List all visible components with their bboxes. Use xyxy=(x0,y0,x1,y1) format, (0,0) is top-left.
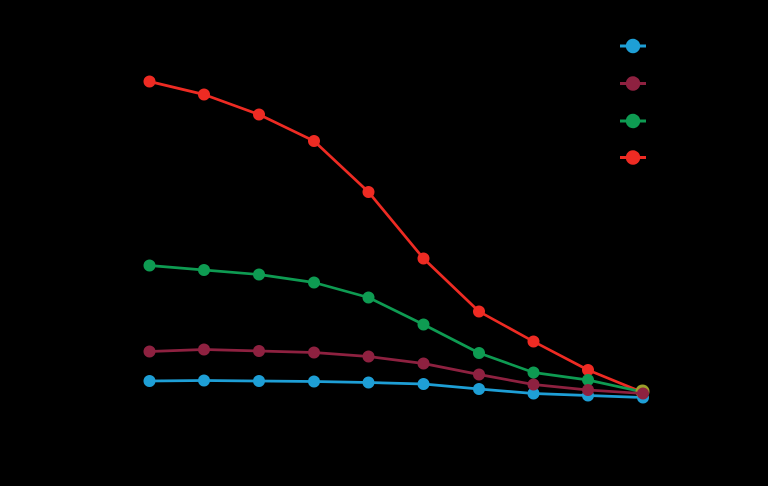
green-series-marker xyxy=(417,318,430,331)
green-series-marker xyxy=(473,347,485,359)
maroon-series-marker xyxy=(308,346,320,359)
red-series-marker xyxy=(473,305,485,318)
red-series-marker xyxy=(308,135,320,147)
blue-series-line xyxy=(148,379,645,399)
maroon-series-marker xyxy=(637,387,649,400)
legend-marker-green-series xyxy=(625,113,641,129)
legend-marker-blue-series xyxy=(625,38,641,54)
red-series-marker xyxy=(417,252,430,265)
maroon-series-line xyxy=(148,348,645,395)
maroon-series-marker xyxy=(253,345,265,357)
blue-series-marker xyxy=(308,375,320,388)
maroon-series-marker xyxy=(473,368,485,381)
maroon-series-marker xyxy=(527,378,540,391)
maroon-series-marker xyxy=(417,357,430,370)
red-series-marker xyxy=(582,364,594,376)
legend-marker-maroon-series xyxy=(625,76,641,91)
green-series-marker xyxy=(253,268,265,281)
blue-series-marker xyxy=(362,376,375,389)
maroon-series-marker xyxy=(198,343,210,356)
blue-series-marker xyxy=(143,375,156,387)
green-series-line xyxy=(148,264,645,394)
red-series-marker xyxy=(253,108,265,121)
green-series-marker xyxy=(198,264,210,276)
red-series-line xyxy=(148,80,645,394)
legend-marker-red-series xyxy=(625,150,641,165)
red-series-marker xyxy=(198,88,210,101)
blue-series-marker xyxy=(417,378,430,390)
maroon-series-marker xyxy=(582,384,594,396)
green-series-marker xyxy=(143,259,156,272)
red-series-marker xyxy=(143,75,156,88)
green-series-marker xyxy=(582,374,594,386)
red-series-marker xyxy=(527,335,540,348)
maroon-series-marker xyxy=(362,350,375,363)
green-series-marker xyxy=(362,291,375,304)
green-series-marker xyxy=(527,366,540,379)
maroon-series-marker xyxy=(143,345,156,358)
green-series-marker xyxy=(308,276,320,289)
blue-series-marker xyxy=(473,383,485,395)
blue-series-marker xyxy=(198,374,210,387)
blue-series-marker xyxy=(527,387,540,400)
red-series-marker xyxy=(362,186,375,198)
blue-series-marker xyxy=(253,375,265,387)
